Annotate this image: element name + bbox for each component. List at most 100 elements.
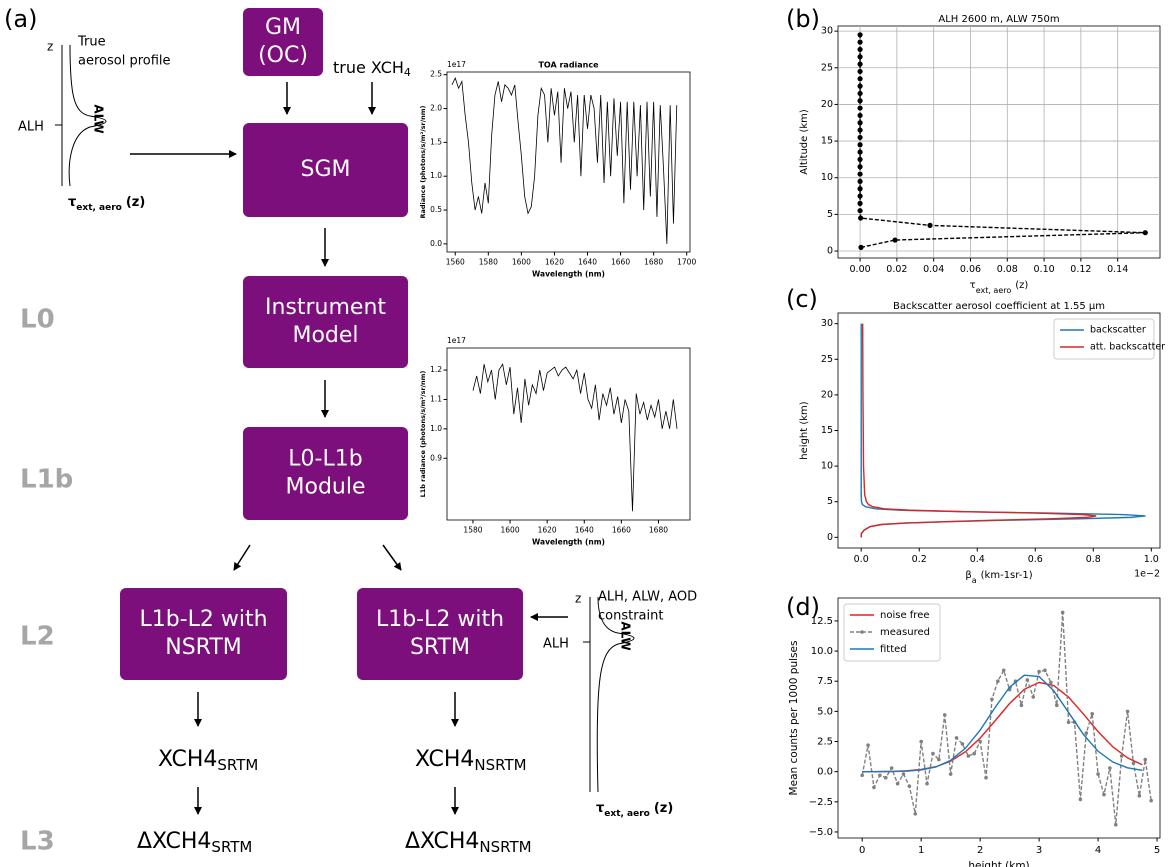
data-point <box>937 757 941 762</box>
arrows <box>130 82 568 815</box>
x-tick-label: 4 <box>1095 845 1101 856</box>
data-line <box>862 674 1143 773</box>
output-label-sub: SRTM <box>217 756 258 774</box>
arrow <box>233 544 251 571</box>
data-point <box>1025 678 1030 682</box>
data-line <box>860 323 1097 538</box>
x-axis-label: βa (km-1sr-1) <box>965 570 1032 585</box>
offset-text: 1e17 <box>447 336 466 345</box>
box-label: (OC) <box>258 43 308 68</box>
data-point <box>857 54 863 60</box>
data-point <box>1054 703 1059 708</box>
y-tick-label: 0 <box>827 532 833 543</box>
x-tick-label: 0.0 <box>854 554 869 565</box>
plot-frame <box>837 25 1161 259</box>
data-point <box>1037 669 1041 674</box>
x-axis-label: height (km) <box>968 860 1029 867</box>
x-tick-label: 1620 <box>538 525 557 534</box>
y-axis-label: L1b radiance (photons/s/m²/sr/nm) <box>419 371 427 498</box>
y-tick-label: 0.9 <box>430 453 442 462</box>
data-point <box>972 751 977 756</box>
y-tick-label: −2.5 <box>809 797 833 808</box>
data-point <box>857 98 863 104</box>
tau-label: τext, aero (z) <box>68 195 145 213</box>
y-tick-label: 7.5 <box>817 676 833 687</box>
data-point <box>857 193 863 199</box>
alw-label: ALW <box>92 104 106 133</box>
data-point <box>1102 792 1106 797</box>
y-tick-label: 15 <box>821 136 833 147</box>
data-point <box>984 775 988 780</box>
x-tick-label: 3 <box>1036 845 1042 856</box>
x-tick-label: 0.10 <box>1034 264 1055 275</box>
x-tick-label: 5 <box>1154 845 1160 856</box>
y-tick-label: 1.1 <box>430 394 442 403</box>
x-tick-label: 1580 <box>479 257 498 266</box>
output-label-main: ΔXCH4 <box>137 829 211 854</box>
data-point <box>857 127 863 133</box>
y-tick-label: 2.5 <box>430 70 442 79</box>
panel-label: (b) <box>786 5 820 33</box>
x-tick-label: 0.4 <box>970 554 985 565</box>
panel-label: (d) <box>786 593 820 621</box>
data-point <box>895 781 900 786</box>
data-point <box>1113 822 1118 827</box>
x-tick-label: 0.02 <box>886 264 907 275</box>
y-tick-label: 25 <box>821 354 833 365</box>
data-point <box>1125 709 1130 714</box>
tau-label-tail: (z) <box>126 195 145 210</box>
data-point <box>942 713 947 717</box>
x-tick-label: 0.08 <box>997 264 1018 275</box>
y-tick-label: 15 <box>821 425 833 436</box>
data-point <box>925 781 929 786</box>
data-line <box>861 612 1152 825</box>
x-tick-label: 0.04 <box>923 264 944 275</box>
box-label: SGM <box>301 157 351 182</box>
output-label-sub: SRTM <box>211 838 252 856</box>
y-tick-label: 5 <box>827 209 833 220</box>
box-label: SRTM <box>410 635 470 660</box>
x-axis-label-main: τ <box>970 280 976 291</box>
profile-caption: ALH, ALW, AOD <box>598 590 697 605</box>
data-point <box>1049 680 1053 685</box>
axis-z: z <box>575 592 581 606</box>
legend-frame <box>1053 318 1155 360</box>
level-label: L3 <box>20 827 55 857</box>
offset-text: 1e−2 <box>1134 569 1160 580</box>
data-point <box>858 215 864 221</box>
x-tick-label: 0.06 <box>960 264 981 275</box>
data-point <box>889 766 894 770</box>
data-line <box>451 77 678 244</box>
data-point <box>1019 703 1024 708</box>
y-tick-label: 30 <box>821 26 833 37</box>
level-label: L2 <box>20 622 55 652</box>
data-point <box>857 120 863 126</box>
process-box <box>243 427 408 520</box>
legend-marker <box>860 630 864 634</box>
data-point <box>990 697 994 702</box>
chart: 1560 1580 1600 1620 1640 1660 1680 1700 0.0 0.5 1.… <box>419 60 696 278</box>
x-tick-label: 0.2 <box>912 554 927 565</box>
box-label: L0-L1b <box>288 447 362 472</box>
data-point <box>857 142 863 148</box>
data-point <box>1143 757 1148 762</box>
box-label: NSRTM <box>165 635 242 660</box>
y-tick-label: 2.5 <box>817 737 833 748</box>
x-tick-label: 1.0 <box>1144 554 1159 565</box>
data-point <box>1084 731 1089 735</box>
y-tick-label: 0 <box>827 246 833 257</box>
data-point <box>883 775 888 780</box>
x-axis-label: Wavelength (nm) <box>532 269 605 278</box>
x-tick-label: 1560 <box>446 257 465 266</box>
x-tick-label: 0.12 <box>1070 264 1091 275</box>
process-box <box>243 276 408 368</box>
data-point <box>857 68 863 75</box>
chart: 0 1 2 3 4 5 −5.0 −2.5 0.0 2.5 5.0 7.5 10.0 12.5 height… <box>788 597 1161 867</box>
box-label: Instrument <box>265 295 386 320</box>
data-point <box>1149 798 1153 803</box>
y-axis-label: Radiance (photons/s/m²/sr/nm) <box>419 105 427 218</box>
data-point <box>857 112 863 119</box>
output-label-main: XCH4 <box>415 747 474 772</box>
level-label: L0 <box>20 305 55 335</box>
